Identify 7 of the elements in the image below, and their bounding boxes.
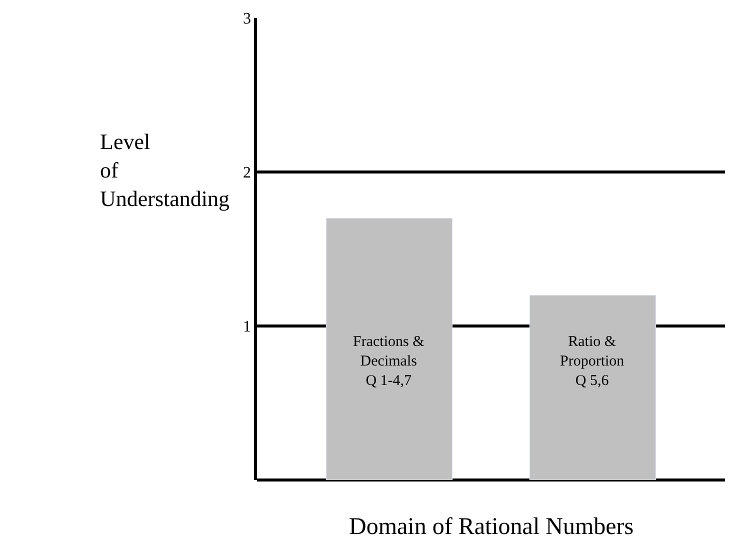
x-axis-title: Domain of Rational Numbers bbox=[349, 514, 634, 540]
y-tick-label: 2 bbox=[243, 164, 252, 182]
y-tick-label: 3 bbox=[243, 10, 252, 28]
y-axis-title: Level of Understanding bbox=[100, 129, 230, 212]
y-tick-label: 1 bbox=[243, 318, 252, 336]
x-tick-label: Fractions & Decimals Q 1-4,7 bbox=[353, 334, 425, 389]
x-tick-label: Ratio & Proportion Q 5,6 bbox=[560, 334, 625, 389]
